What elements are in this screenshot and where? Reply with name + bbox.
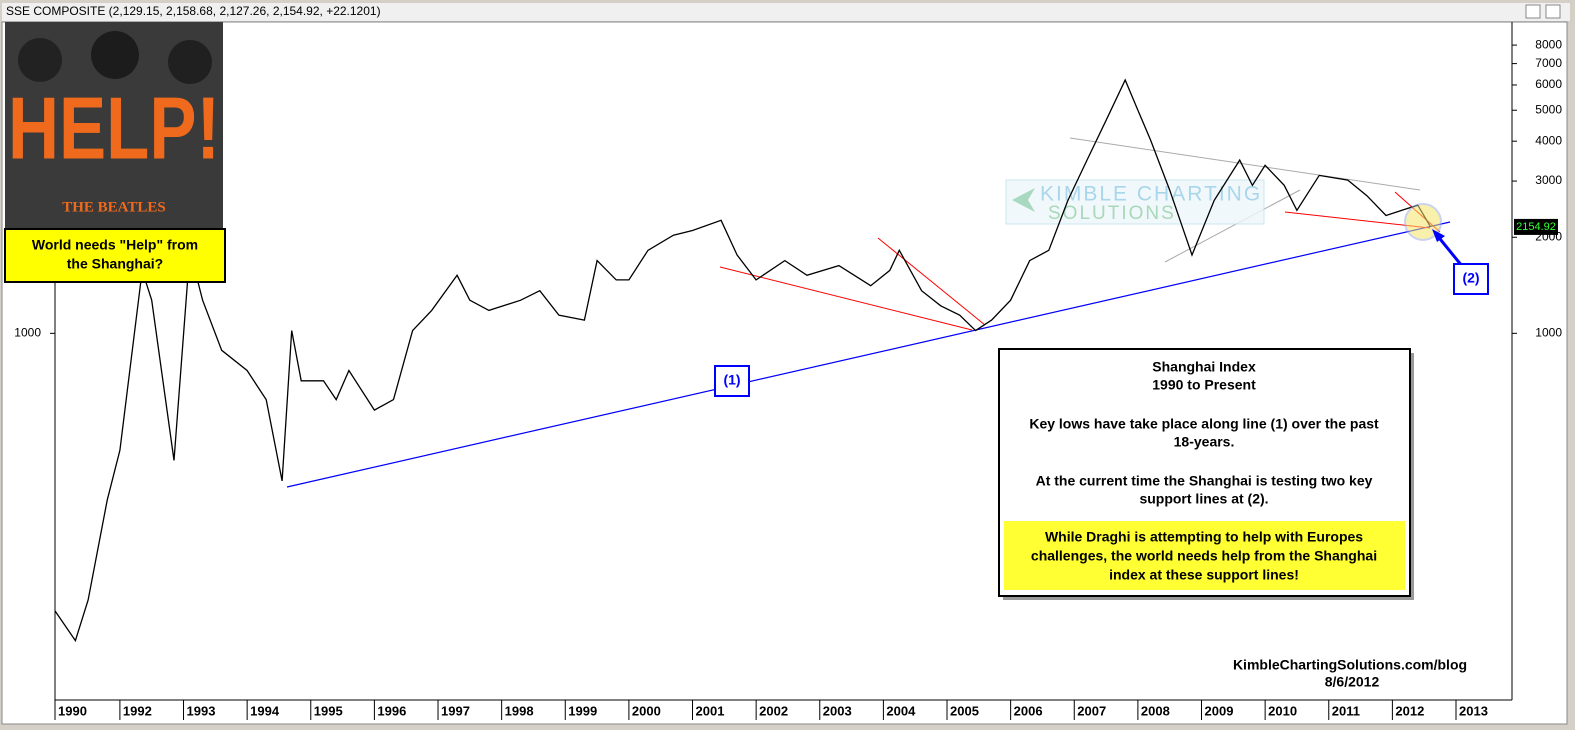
x-tick-label: 2008 <box>1141 703 1170 718</box>
box-title: Shanghai Index <box>1152 359 1256 375</box>
last-price-label: 2154.92 <box>1516 221 1556 233</box>
x-tick-label: 2009 <box>1205 703 1234 718</box>
channel-line <box>1069 137 1421 191</box>
x-tick-label: 2013 <box>1459 703 1488 718</box>
x-tick-label: 2005 <box>950 703 979 718</box>
x-tick-label: 1995 <box>314 703 343 718</box>
y-tick-label: 7000 <box>1535 56 1562 70</box>
y-tick-label: 1000 <box>14 326 41 340</box>
watermark-box <box>1005 179 1265 225</box>
label-2: (2) <box>1462 270 1479 286</box>
source: KimbleChartingSolutions.com/blog <box>1233 657 1467 673</box>
y-tick-label: 8000 <box>1535 37 1562 51</box>
x-tick-label: 2006 <box>1014 703 1043 718</box>
highlight-box <box>1004 521 1405 590</box>
trend-line <box>877 237 986 326</box>
y-tick-label: 4000 <box>1535 133 1562 147</box>
box-highlight: index at these support lines! <box>1109 567 1299 583</box>
box-highlight: While Draghi is attempting to help with … <box>1045 529 1363 545</box>
callout-box <box>4 228 226 283</box>
x-tick-label: 2004 <box>886 703 916 718</box>
price-line <box>54 78 1432 643</box>
x-tick-label: 1992 <box>123 703 152 718</box>
title-bar <box>2 3 1570 21</box>
label-box <box>714 365 750 397</box>
last-price-box <box>1514 218 1558 235</box>
x-tick-label: 2000 <box>632 703 661 718</box>
watermark-text: SOLUTIONS <box>1048 203 1176 224</box>
album-title: HELP! <box>8 78 220 177</box>
x-tick-label: 2002 <box>759 703 788 718</box>
callout-text: the Shanghai? <box>67 256 163 272</box>
box-text: At the current time the Shanghai is test… <box>1036 473 1373 489</box>
y-tick-label: 6000 <box>1535 77 1562 91</box>
box-text: 18-years. <box>1174 434 1235 450</box>
x-tick-label: 1993 <box>187 703 216 718</box>
x-tick-label: 2011 <box>1332 703 1360 718</box>
box-text: Key lows have take place along line (1) … <box>1029 416 1379 432</box>
x-tick-label: 1998 <box>505 703 534 718</box>
highlight-circle <box>1404 203 1442 241</box>
y-tick-label: 5000 <box>1535 102 1562 116</box>
x-tick-label: 2003 <box>823 703 852 718</box>
x-tick-label: 1996 <box>377 703 406 718</box>
x-tick-label: 1994 <box>250 703 280 718</box>
label-box <box>1453 263 1489 295</box>
album-figure <box>18 38 62 82</box>
support-line <box>286 221 1451 488</box>
box-text: support lines at (2). <box>1139 491 1268 507</box>
channel-line <box>1164 189 1301 263</box>
box-title: 1990 to Present <box>1152 377 1256 393</box>
x-tick-label: 1999 <box>568 703 597 718</box>
trend-line <box>719 266 973 331</box>
album-band: THE BEATLES <box>62 199 166 215</box>
x-tick-label: 2001 <box>696 703 725 718</box>
arrow-head <box>1432 229 1445 242</box>
y-tick-label: 1000 <box>1535 326 1562 340</box>
x-tick-label: 1990 <box>58 703 87 718</box>
x-tick-label: 2007 <box>1077 703 1106 718</box>
close-button[interactable] <box>1545 4 1561 19</box>
chart-title: SSE COMPOSITE (2,129.15, 2,158.68, 2,127… <box>6 4 381 18</box>
y-tick-label: 3000 <box>1535 173 1562 187</box>
date: 8/6/2012 <box>1325 674 1380 690</box>
box-highlight: challenges, the world needs help from th… <box>1031 548 1377 564</box>
callout-text: World needs "Help" from <box>32 237 198 253</box>
x-tick-label: 2010 <box>1268 703 1297 718</box>
label-1: (1) <box>723 372 740 388</box>
watermark-text: KIMBLE CHARTING <box>1040 183 1262 206</box>
x-tick-label: 1997 <box>441 703 470 718</box>
album-figure <box>91 31 139 79</box>
restore-button[interactable] <box>1525 4 1541 19</box>
watermark-logo <box>1012 188 1035 212</box>
album-figure <box>168 40 212 84</box>
x-tick-label: 2012 <box>1395 703 1424 718</box>
